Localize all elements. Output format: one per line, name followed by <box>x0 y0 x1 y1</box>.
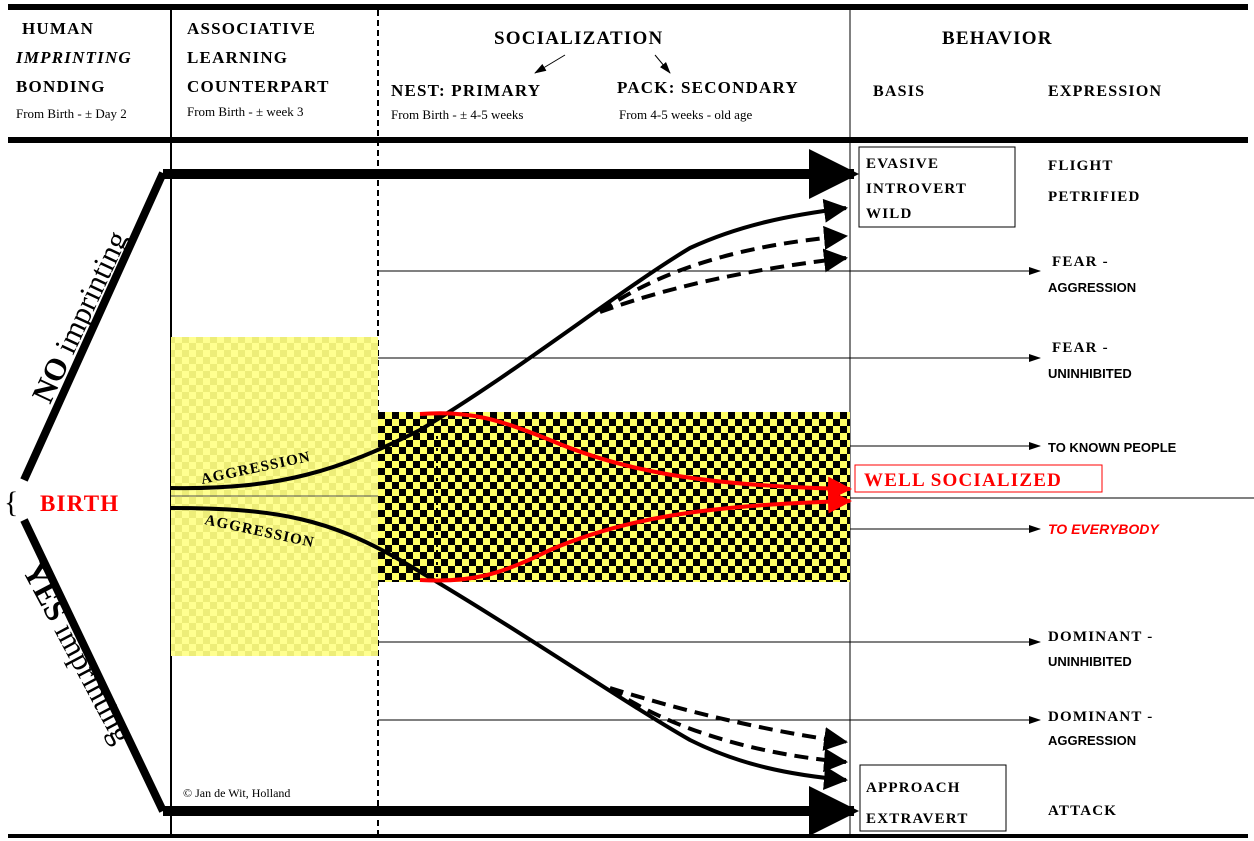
basis-evasive-box: EVASIVE INTROVERT WILD <box>858 146 1016 228</box>
expr-fear-aggr-2: AGGRESSION <box>1048 280 1136 295</box>
basis-extravert: EXTRAVERT <box>866 811 969 827</box>
header-bonding: BONDING <box>16 77 106 96</box>
basis-well-socialized: WELL SOCIALIZED <box>864 470 1062 491</box>
header-nest-primary: NEST: PRIMARY <box>391 81 541 100</box>
header-col-behavior: BEHAVIOR BASIS EXPRESSION <box>873 28 1162 100</box>
expr-petrified: PETRIFIED <box>1048 189 1140 205</box>
header-col2-sub: From Birth - ± week 3 <box>187 104 304 119</box>
header-col-imprinting: HUMAN IMPRINTING BONDING From Birth - ± … <box>15 19 132 121</box>
basis-evasive: EVASIVE <box>866 156 939 172</box>
thin-arrows <box>378 267 1254 724</box>
header-behavior: BEHAVIOR <box>942 28 1053 49</box>
expr-flight: FLIGHT <box>1048 158 1114 174</box>
birth-brace: { <box>4 486 18 519</box>
header-col-associative: ASSOCIATIVE LEARNING COUNTERPART From Bi… <box>187 19 330 119</box>
yes-imprinting-label: YES imprinting <box>16 557 140 749</box>
expr-dom-uninh-2: UNINHIBITED <box>1048 654 1132 669</box>
basis-approach: APPROACH <box>866 780 961 796</box>
header-associative: ASSOCIATIVE <box>187 19 316 38</box>
header-pack-sub: From 4-5 weeks - old age <box>619 107 752 122</box>
header-learning: LEARNING <box>187 48 288 67</box>
expr-fear-uninh-2: UNINHIBITED <box>1048 366 1132 381</box>
header-nest-sub: From Birth - ± 4-5 weeks <box>391 107 523 122</box>
dashed-branches <box>598 225 848 773</box>
expr-attack: ATTACK <box>1048 803 1117 819</box>
well-socialized-curves <box>419 411 852 583</box>
expression-labels: FLIGHT PETRIFIED FEAR - AGGRESSION FEAR … <box>1048 158 1177 819</box>
expr-dom-uninh-1: DOMINANT - <box>1048 629 1153 645</box>
socialization-block <box>378 412 850 582</box>
no-imprinting-label: NO imprinting <box>25 225 135 408</box>
header-human: HUMAN <box>22 19 94 38</box>
basis-well-socialized-box: WELL SOCIALIZED <box>854 464 1103 493</box>
header-expression: EXPRESSION <box>1048 83 1162 100</box>
basis-introvert: INTROVERT <box>866 181 967 197</box>
header-counterpart: COUNTERPART <box>187 77 330 96</box>
copyright: © Jan de Wit, Holland <box>183 786 290 800</box>
aggression-curve-bottom <box>170 506 848 790</box>
expr-fear-aggr-1: FEAR - <box>1052 254 1109 270</box>
expr-fear-uninh-1: FEAR - <box>1052 340 1109 356</box>
expr-dom-aggr-2: AGGRESSION <box>1048 733 1136 748</box>
header-imprinting: IMPRINTING <box>15 48 132 67</box>
header-socialization: SOCIALIZATION <box>494 28 663 49</box>
birth-label: BIRTH <box>40 491 119 516</box>
basis-wild: WILD <box>866 206 912 222</box>
aggression-curve-top <box>170 198 848 491</box>
header-pack-secondary: PACK: SECONDARY <box>617 78 799 97</box>
expr-known-people: TO KNOWN PEOPLE <box>1048 440 1177 455</box>
basis-approach-box: APPROACH EXTRAVERT <box>859 764 1007 832</box>
expr-dom-aggr-1: DOMINANT - <box>1048 709 1153 725</box>
header-col-socialization: SOCIALIZATION NEST: PRIMARY From Birth -… <box>391 28 799 122</box>
imprinting-branches <box>20 171 167 813</box>
header-col1-sub: From Birth - ± Day 2 <box>16 106 127 121</box>
header-basis: BASIS <box>873 83 925 100</box>
expr-everybody: TO EVERYBODY <box>1048 521 1160 537</box>
